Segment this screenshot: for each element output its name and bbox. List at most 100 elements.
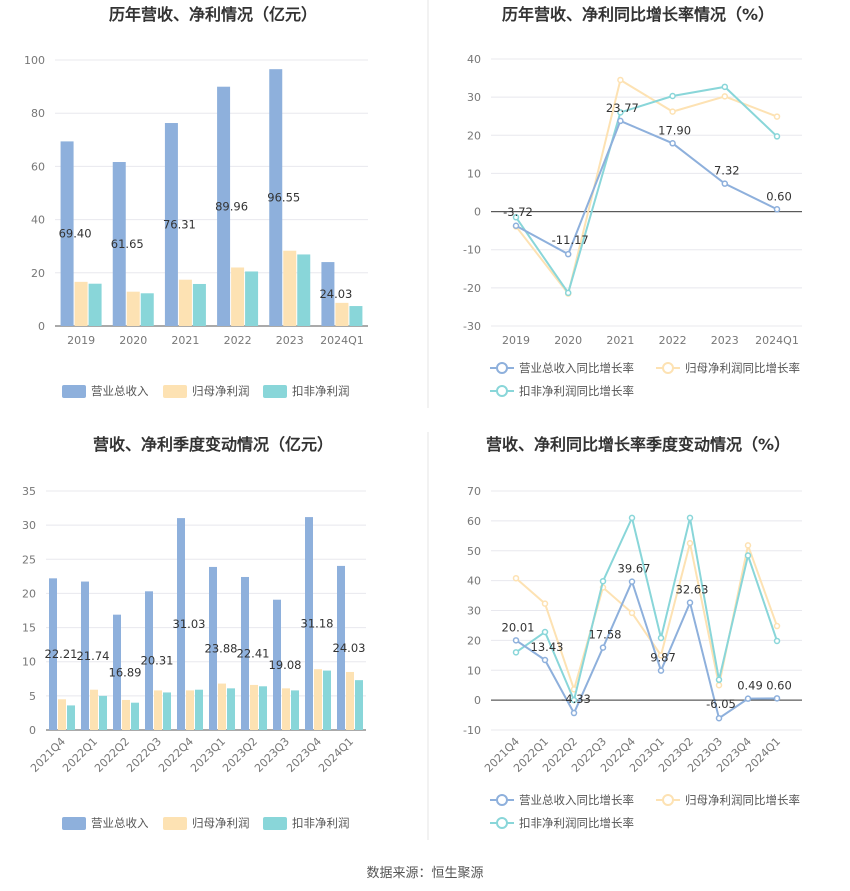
- data-point: [512, 637, 520, 644]
- legend-swatch-marker: [662, 794, 674, 806]
- data-point: [721, 83, 729, 91]
- bar-deducted-profit: [192, 283, 206, 326]
- data-point: [564, 250, 572, 258]
- data-point: [657, 652, 665, 659]
- data-label: 7.32: [714, 164, 740, 178]
- data-label: 39.67: [618, 562, 651, 576]
- bar-revenue: [241, 576, 249, 730]
- data-point: [599, 577, 607, 585]
- bar-net-profit: [154, 690, 162, 730]
- legend-label: 营业总收入同比增长率: [519, 361, 634, 375]
- legend-swatch: [263, 385, 287, 398]
- y-tick-label: 40: [467, 53, 481, 66]
- bar-revenue: [269, 69, 283, 326]
- bar-deducted-profit: [259, 686, 267, 730]
- legend-label: 归母净利润同比增长率: [685, 361, 800, 375]
- data-point: [715, 676, 723, 684]
- data-point: [686, 514, 694, 522]
- series-line-deducted-profit: [515, 514, 778, 704]
- y-tick-label: 20: [467, 129, 481, 142]
- data-point: [541, 656, 549, 664]
- x-tick-label: 2020: [554, 334, 582, 347]
- legend-swatch: [163, 817, 187, 830]
- x-tick-label: 2022: [659, 334, 687, 347]
- legend-label: 扣非净利润同比增长率: [519, 816, 634, 830]
- series-line-deducted-profit: [515, 85, 778, 296]
- legend-label: 归母净利润: [192, 384, 250, 398]
- bar-net-profit: [250, 684, 258, 730]
- data-label: 31.03: [173, 617, 206, 631]
- data-label: 89.96: [215, 199, 248, 213]
- legend-swatch: [62, 385, 86, 398]
- legend-swatch-marker: [496, 794, 508, 806]
- y-tick-label: 60: [31, 160, 45, 173]
- chart-panel-3: 营收、净利季度变动情况（亿元）051015202530352021Q42022Q…: [22, 435, 366, 830]
- data-point: [744, 542, 752, 549]
- legend-swatch-marker: [496, 385, 508, 397]
- legend-label: 营业总收入: [91, 816, 149, 830]
- data-label: 16.89: [109, 665, 142, 679]
- y-tick-label: 60: [467, 515, 481, 528]
- data-point: [570, 709, 578, 717]
- data-point: [721, 93, 729, 100]
- data-label: 0.49: [737, 679, 763, 693]
- bar-revenue: [337, 565, 345, 730]
- data-point: [773, 622, 781, 630]
- data-point: [669, 140, 676, 147]
- data-label: 23.77: [606, 101, 639, 115]
- legend-label: 归母净利润: [192, 816, 250, 830]
- legend-swatch: [163, 385, 187, 398]
- data-point: [657, 667, 665, 674]
- data-label: 20.31: [141, 654, 174, 668]
- bar-deducted-profit: [88, 283, 102, 326]
- data-point: [773, 206, 781, 213]
- x-tick-label: 2021: [171, 334, 199, 347]
- bar-net-profit: [90, 689, 98, 730]
- data-point: [715, 714, 723, 722]
- bar-net-profit: [314, 669, 322, 730]
- y-tick-label: 0: [38, 320, 45, 333]
- data-point: [721, 180, 729, 187]
- y-tick-label: 30: [22, 519, 36, 532]
- x-tick-label: 2024Q1: [316, 735, 356, 775]
- data-point: [541, 628, 549, 636]
- legend-label: 归母净利润同比增长率: [685, 793, 800, 807]
- series-line-revenue: [515, 119, 778, 256]
- bar-net-profit: [126, 291, 140, 326]
- bar-revenue: [60, 141, 74, 326]
- bar-net-profit: [58, 699, 66, 730]
- chart-title: 营收、净利同比增长率季度变动情况（%）: [486, 435, 790, 454]
- y-tick-label: 20: [31, 267, 45, 280]
- data-label: -11.17: [552, 233, 589, 247]
- data-point: [541, 600, 549, 607]
- bar-revenue: [273, 599, 281, 730]
- y-tick-label: 25: [22, 553, 36, 566]
- data-point: [617, 109, 624, 116]
- data-point: [512, 214, 520, 221]
- data-label: 22.41: [237, 646, 270, 660]
- data-label: 0.60: [766, 678, 792, 692]
- bar-deducted-profit: [245, 271, 259, 326]
- data-label: -6.05: [706, 697, 736, 711]
- y-tick-label: 80: [31, 107, 45, 120]
- bar-revenue: [145, 591, 153, 730]
- data-label: 9.87: [650, 651, 676, 665]
- y-tick-label: 0: [29, 724, 36, 737]
- x-tick-label: 2019: [67, 334, 95, 347]
- legend-swatch-marker: [496, 817, 508, 829]
- y-tick-label: 5: [29, 690, 36, 703]
- chart-title: 营收、净利季度变动情况（亿元）: [93, 435, 333, 454]
- data-point: [628, 578, 636, 585]
- x-tick-label: 2023: [711, 334, 739, 347]
- bar-net-profit: [346, 671, 354, 730]
- y-tick-label: 0: [474, 206, 481, 219]
- bar-revenue: [321, 262, 335, 326]
- data-label: 24.03: [333, 641, 366, 655]
- legend-swatch-marker: [496, 362, 508, 374]
- x-tick-label: 2024Q1: [755, 334, 799, 347]
- bar-deducted-profit: [195, 689, 203, 730]
- x-tick-label: 2024Q1: [320, 334, 364, 347]
- legend-swatch-marker: [662, 362, 674, 374]
- chart-title: 历年营收、净利情况（亿元）: [109, 5, 317, 24]
- data-point: [512, 574, 520, 582]
